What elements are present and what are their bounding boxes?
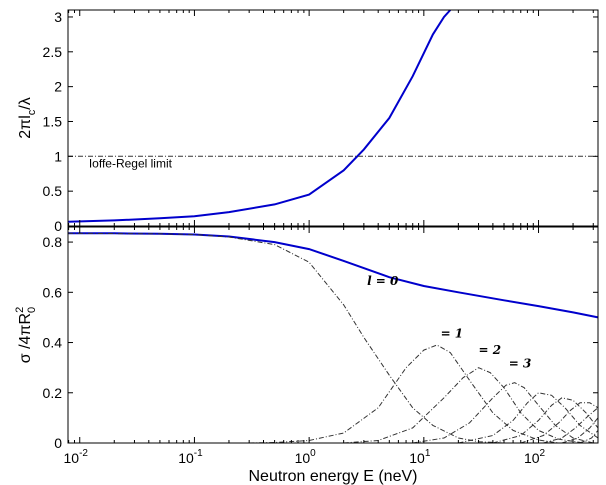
top-ytick-label: 1.5 [43, 113, 63, 129]
xtick-label: 101 [409, 448, 431, 466]
bottom-series-line-9 [561, 417, 599, 444]
top-ytick-label: 0 [54, 218, 62, 234]
xtick-label: 100 [295, 448, 317, 466]
x-axis-label: Neutron energy E (neV) [249, 468, 418, 485]
bottom-y-axis-label: σ /4πR02 [14, 307, 38, 364]
bottom-ytick-label: 0.4 [43, 335, 63, 351]
bottom-series-line-7 [520, 402, 599, 444]
curve-label-1: = 1 [441, 327, 464, 341]
top-plot-frame [67, 9, 599, 227]
xtick-label: 10-1 [178, 448, 203, 466]
curve-label-2: = 2 [479, 343, 502, 357]
top-y-axis-label: 2πlc/λ [17, 97, 38, 138]
bottom-series-line-2 [249, 344, 559, 444]
ioffe-regel-annotation: Ioffe-Regel limit [89, 156, 173, 170]
bottom-ytick-label: 0.2 [43, 385, 63, 401]
top-panel: 0 0.5 1 1.5 2 2.5 3 2πlc/λ Ioffe-Regel limit [17, 9, 599, 234]
top-series-line-0 [67, 9, 452, 223]
bottom-ytick-label: 0.6 [43, 284, 63, 300]
bottom-series-line-6 [492, 397, 599, 444]
top-ytick-label: 2.5 [43, 44, 63, 60]
curve-label-0: l = 0 [367, 274, 399, 288]
bottom-series-line-10 [579, 430, 599, 444]
top-ytick-label: 1 [54, 148, 62, 164]
curve-label-3: = 3 [509, 357, 532, 371]
bottom-panel: 0 0.2 0.4 0.6 0.8 10-2 10-1 100 101 102 Neutron en… [14, 226, 599, 485]
bottom-series-line-4 [412, 382, 594, 444]
xtick-label: 102 [524, 448, 546, 466]
bottom-ytick-label: 0 [54, 435, 62, 451]
bottom-series-line-0 [68, 232, 599, 319]
bottom-series-line-5 [458, 392, 599, 444]
bottom-series-line-8 [543, 407, 599, 444]
top-ytick-label: 3 [54, 9, 62, 25]
bottom-plot-frame [67, 226, 599, 444]
top-ytick-label: 2 [54, 79, 62, 95]
bottom-series-line-1 [67, 232, 505, 444]
bottom-ytick-label: 0.8 [43, 234, 63, 250]
bottom-series-line-3 [343, 367, 585, 444]
top-ytick-label: 0.5 [43, 183, 63, 199]
xtick-label: 10-2 [63, 448, 88, 466]
